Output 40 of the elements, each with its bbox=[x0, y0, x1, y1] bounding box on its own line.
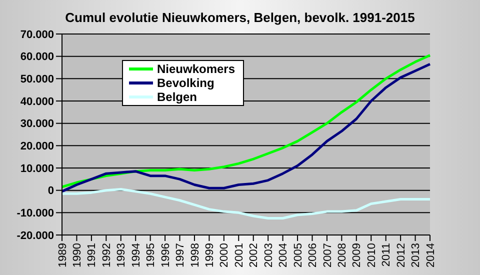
x-tick-label: 2007 bbox=[322, 243, 334, 268]
x-tick-label: 2014 bbox=[424, 243, 437, 268]
y-tick-label: -20.000 bbox=[16, 230, 54, 242]
x-tick-label: 1995 bbox=[145, 243, 158, 268]
x-tick-label: 2009 bbox=[351, 243, 364, 268]
x-tick-label: 2001 bbox=[233, 243, 246, 268]
x-tick-label: 2002 bbox=[248, 243, 260, 268]
x-tick-label: 2004 bbox=[278, 243, 290, 268]
y-tick-label: -10.000 bbox=[16, 208, 54, 220]
x-tick-label: 2003 bbox=[262, 243, 275, 268]
chart-title: Cumul evolutie Nieuwkomers, Belgen, bevolk. 1991-2015 bbox=[64, 10, 416, 25]
x-tick-label: 1991 bbox=[86, 243, 98, 268]
x-tick-label: 2008 bbox=[336, 243, 348, 268]
x-tick-label: 1990 bbox=[72, 243, 84, 268]
legend-label: Belgen bbox=[157, 90, 198, 104]
legend-label: Nieuwkomers bbox=[157, 62, 236, 76]
x-tick-label: 2005 bbox=[292, 243, 304, 268]
legend-label: Bevolking bbox=[157, 76, 214, 90]
x-tick-label: 1989 bbox=[56, 243, 69, 268]
y-tick-label: 30.000 bbox=[20, 118, 54, 130]
x-tick-label: 1992 bbox=[100, 243, 113, 268]
x-tick-label: 2011 bbox=[380, 243, 393, 267]
x-tick-label: 2010 bbox=[366, 243, 378, 268]
x-tick-label: 1993 bbox=[116, 243, 128, 268]
y-tick-label: 70.000 bbox=[20, 28, 54, 41]
x-tick-label: 1997 bbox=[174, 243, 187, 268]
y-tick-label: 40.000 bbox=[20, 96, 54, 108]
x-tick-label: 1996 bbox=[160, 243, 172, 268]
x-tick-label: 1994 bbox=[130, 243, 142, 268]
x-tick-label: 1999 bbox=[204, 243, 216, 268]
y-tick-label: 50.000 bbox=[20, 74, 54, 86]
y-tick-label: 60.000 bbox=[20, 51, 54, 64]
x-tick-label: 2000 bbox=[218, 243, 231, 268]
x-tick-label: 2013 bbox=[410, 243, 422, 268]
x-tick-label: 1998 bbox=[189, 243, 202, 268]
y-tick-label: 20.000 bbox=[20, 140, 54, 153]
x-tick-label: 2006 bbox=[307, 243, 320, 268]
y-tick-label: 10.000 bbox=[20, 162, 54, 175]
y-tick-label: 0 bbox=[48, 185, 54, 198]
x-tick-label: 2012 bbox=[395, 243, 408, 268]
